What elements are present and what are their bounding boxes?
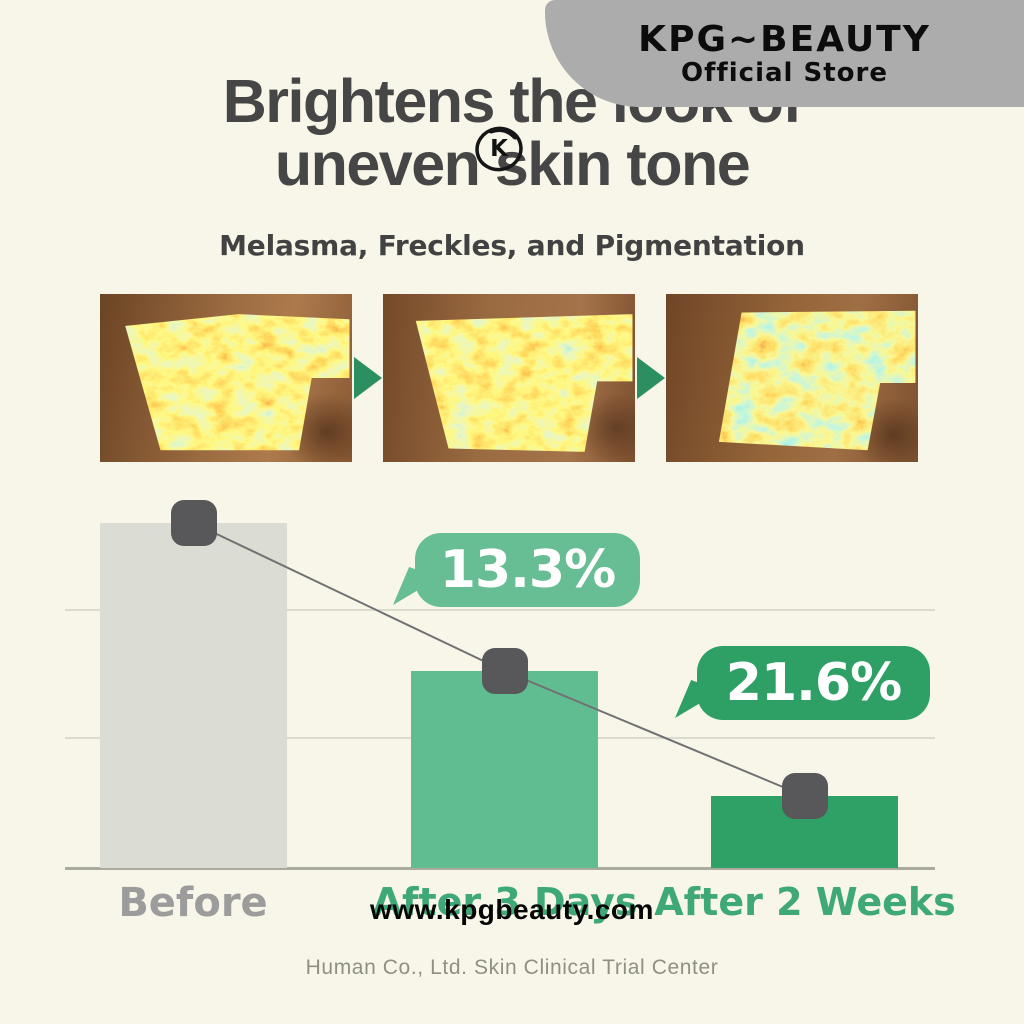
store-banner: KPG~BEAUTY Official Store (545, 0, 1024, 107)
heatmap-overlay (100, 294, 352, 462)
reduction-bubble-21-6: 21.6% (675, 646, 930, 720)
category-label-before: Before (118, 880, 268, 926)
trend-marker-square (781, 773, 828, 819)
reduction-bubble-13-3: 13.3% (393, 533, 640, 607)
trend-marker-square (170, 500, 217, 546)
trial-source-footer: Human Co., Ltd. Skin Clinical Trial Cent… (305, 956, 719, 979)
skin-photo-after-3-days (383, 294, 635, 462)
right-arrow-icon (636, 357, 665, 399)
store-label: Official Store (681, 58, 888, 89)
reduction-value: 21.6% (725, 653, 902, 713)
bar-after-3-days (411, 671, 598, 868)
brand-name: KPG~BEAUTY (638, 18, 931, 60)
trend-marker-square (481, 648, 528, 694)
heatmap-overlay (383, 294, 635, 462)
circle-outline (475, 126, 523, 172)
bubble-tail (393, 567, 439, 605)
category-label-after-3-days: After 3 Days (372, 880, 638, 924)
results-bar-chart: 13.3% 21.6% Before After 3 Days After 2 … (0, 480, 1024, 926)
clinical-photo-row (100, 294, 918, 462)
page-subtitle: Melasma, Freckles, and Pigmentation (219, 229, 805, 262)
bar-before (100, 523, 287, 868)
skin-photo-after-2-weeks (666, 294, 918, 462)
website-watermark: www.kpgbeauty.com (370, 894, 654, 925)
bubble-tail (675, 680, 721, 718)
circled-k-mark-icon: K (473, 124, 525, 174)
heatmap-overlay (666, 294, 918, 462)
chart-baseline (65, 867, 935, 870)
k-letter: K (490, 136, 508, 162)
category-label-after-2-weeks: After 2 Weeks (654, 880, 956, 924)
reduction-value: 13.3% (439, 540, 616, 600)
skin-photo-before (100, 294, 352, 462)
right-arrow-icon (353, 357, 382, 399)
